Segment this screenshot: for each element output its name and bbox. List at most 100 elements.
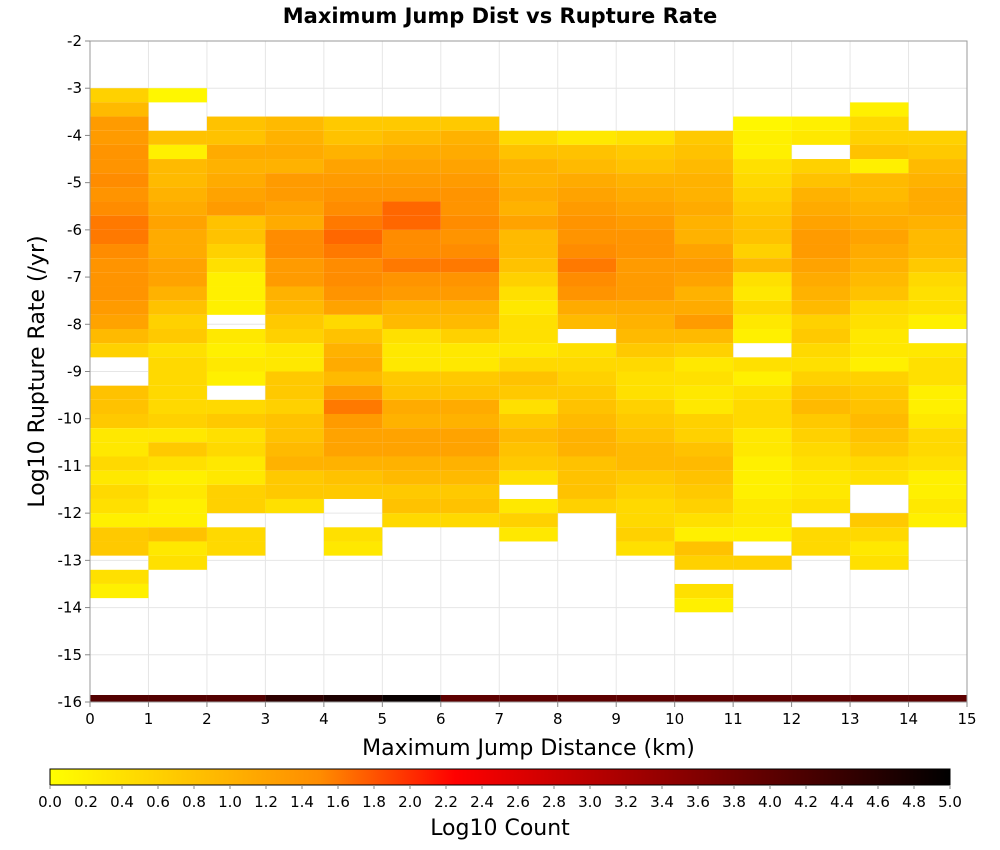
heatmap-cell bbox=[616, 144, 675, 160]
heatmap-cell bbox=[206, 428, 266, 443]
heatmap-cell bbox=[440, 215, 500, 230]
heatmap-cell bbox=[674, 300, 734, 315]
heatmap-cell bbox=[557, 286, 617, 301]
heatmap-cell bbox=[323, 130, 383, 145]
heatmap-cell bbox=[850, 343, 909, 358]
heatmap-cell bbox=[90, 258, 149, 273]
heatmap-cell bbox=[616, 371, 675, 386]
heatmap-cell bbox=[616, 201, 675, 216]
heatmap-cell bbox=[206, 258, 266, 273]
heatmap-cell bbox=[382, 385, 441, 400]
heatmap-cell bbox=[908, 343, 967, 358]
heatmap-cell bbox=[791, 371, 851, 386]
heatmap-cell bbox=[557, 272, 617, 287]
heatmap-cell bbox=[499, 215, 558, 230]
heatmap-cell bbox=[90, 130, 149, 145]
heatmap-cell bbox=[148, 470, 207, 485]
heatmap-cell bbox=[733, 357, 792, 372]
heatmap-cell bbox=[616, 244, 675, 259]
heatmap-cell bbox=[850, 428, 909, 443]
heatmap-cell bbox=[90, 513, 149, 528]
heatmap-cell bbox=[616, 470, 675, 485]
heatmap-cell bbox=[90, 272, 149, 287]
heatmap-cell bbox=[908, 201, 967, 216]
heatmap-cell bbox=[148, 442, 207, 457]
heatmap-cell bbox=[323, 272, 383, 287]
heatmap-cell bbox=[382, 173, 441, 188]
heatmap-cell bbox=[206, 343, 266, 358]
heatmap-cell bbox=[791, 541, 851, 556]
heatmap-cell bbox=[90, 527, 149, 542]
heatmap-cell bbox=[206, 159, 266, 174]
heatmap-cell bbox=[90, 428, 149, 443]
heatmap-cell bbox=[616, 258, 675, 273]
heatmap-cell bbox=[733, 201, 792, 216]
heatmap-cell bbox=[323, 159, 383, 174]
heatmap-cell bbox=[674, 527, 734, 542]
heatmap-cell bbox=[265, 229, 324, 245]
heatmap-cell bbox=[908, 258, 967, 273]
heatmap-cell bbox=[791, 215, 851, 230]
heatmap-cell bbox=[557, 187, 617, 202]
heatmap-cell bbox=[148, 385, 207, 400]
colorbar-tick-label: 0.0 bbox=[38, 793, 62, 811]
heatmap-cell bbox=[323, 229, 383, 245]
heatmap-cell bbox=[733, 498, 792, 514]
heatmap-cell bbox=[440, 286, 500, 301]
heatmap-cell bbox=[791, 385, 851, 400]
plot-area bbox=[89, 40, 968, 703]
heatmap-cell bbox=[733, 116, 792, 131]
heatmap-cell bbox=[733, 399, 792, 414]
heatmap-cell bbox=[791, 399, 851, 414]
heatmap-cell bbox=[440, 399, 500, 414]
heatmap-cell bbox=[499, 300, 558, 315]
heatmap-cell bbox=[206, 371, 266, 386]
colorbar-tick-label: 2.6 bbox=[506, 793, 530, 811]
heatmap-cell bbox=[440, 385, 500, 400]
heatmap-cell bbox=[674, 498, 734, 514]
heatmap-cell bbox=[323, 470, 383, 485]
heatmap-cell bbox=[265, 201, 324, 216]
heatmap-cell bbox=[616, 343, 675, 358]
heatmap-cell bbox=[674, 513, 734, 528]
heatmap-cell bbox=[440, 201, 500, 216]
heatmap-cell bbox=[557, 413, 617, 429]
heatmap-cell bbox=[265, 244, 324, 259]
heatmap-cell bbox=[908, 428, 967, 443]
heatmap-cell bbox=[206, 187, 266, 202]
heatmap-cell bbox=[908, 385, 967, 400]
heatmap-cell bbox=[148, 555, 207, 570]
heatmap-cell bbox=[674, 329, 734, 344]
heatmap-cell bbox=[674, 258, 734, 273]
heatmap-cell bbox=[674, 442, 734, 457]
heatmap-cell bbox=[206, 470, 266, 485]
heatmap-cell bbox=[265, 314, 324, 330]
heatmap-cell bbox=[674, 428, 734, 443]
heatmap-cell bbox=[499, 371, 558, 386]
heatmap-cell bbox=[733, 187, 792, 202]
heatmap-cell bbox=[791, 329, 851, 344]
heatmap-cell bbox=[148, 144, 207, 160]
heatmap-cell bbox=[557, 385, 617, 400]
heatmap-cell bbox=[148, 428, 207, 443]
heatmap-cell bbox=[908, 215, 967, 230]
heatmap-cell bbox=[382, 300, 441, 315]
heatmap-cell bbox=[206, 484, 266, 499]
heatmap-cell bbox=[674, 470, 734, 485]
colorbar-label: Log10 Count bbox=[430, 816, 570, 841]
heatmap-cell bbox=[908, 286, 967, 301]
heatmap-cell bbox=[499, 159, 558, 174]
heatmap-cell bbox=[499, 130, 558, 145]
heatmap-cell bbox=[908, 513, 967, 528]
heatmap-cell bbox=[148, 272, 207, 287]
heatmap-cell bbox=[265, 159, 324, 174]
heatmap-cell bbox=[148, 201, 207, 216]
x-tick-label: 7 bbox=[494, 710, 504, 728]
heatmap-cell bbox=[674, 244, 734, 259]
floor-cell bbox=[90, 695, 149, 702]
heatmap-cell bbox=[323, 286, 383, 301]
heatmap-cell bbox=[791, 244, 851, 259]
heatmap-cell bbox=[557, 144, 617, 160]
heatmap-cell bbox=[674, 385, 734, 400]
heatmap-cell bbox=[791, 343, 851, 358]
